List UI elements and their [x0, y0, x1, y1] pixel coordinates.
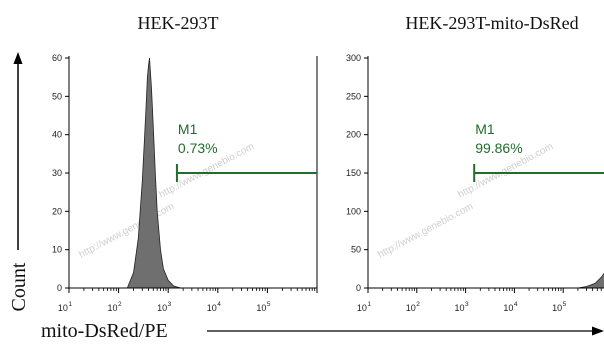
x-tick-exponent: 2: [118, 301, 122, 308]
x-tick-label: 101: [357, 301, 372, 313]
y-axis-arrow-head: [13, 52, 23, 64]
y-tick-label: 100: [346, 206, 361, 216]
y-tick-label: 20: [52, 206, 62, 216]
y-tick-label: 40: [52, 130, 62, 140]
x-tick-label: 102: [406, 301, 421, 313]
x-tick-exponent: 1: [68, 301, 72, 308]
gate-m1-label: M1: [475, 121, 495, 137]
y-tick-label: 150: [346, 168, 361, 178]
x-tick-exponent: 2: [416, 301, 420, 308]
panel-2: http://www.genebio.comhttp://www.genebio…: [346, 53, 604, 313]
x-tick-label: 103: [455, 301, 470, 313]
x-tick-exponent: 5: [563, 301, 567, 308]
y-axis-label: Count: [8, 262, 30, 311]
y-tick-label: 10: [52, 245, 62, 255]
x-tick-label: 104: [207, 301, 222, 313]
x-tick-label: 104: [503, 301, 518, 313]
x-tick-label: 102: [108, 301, 123, 313]
x-tick-exponent: 3: [465, 301, 469, 308]
x-tick-label: 101: [58, 301, 73, 313]
y-tick-label: 0: [356, 283, 361, 293]
gate-m1-label: M1: [178, 121, 198, 137]
x-tick-exponent: 4: [514, 301, 518, 308]
panel-1: http://www.genebio.comhttp://www.genebio…: [52, 53, 318, 313]
y-tick-label: 250: [346, 91, 361, 101]
y-tick-label: 0: [57, 283, 62, 293]
x-tick-label: 105: [256, 301, 271, 313]
x-tick-exponent: 1: [367, 301, 371, 308]
x-tick-label: 103: [157, 301, 172, 313]
x-tick-exponent: 4: [217, 301, 221, 308]
y-tick-label: 50: [351, 245, 361, 255]
y-tick-label: 200: [346, 130, 361, 140]
panel-1-title: HEK-293T: [138, 13, 219, 33]
histogram-area: [577, 272, 604, 289]
gate-m1-percentage: 0.73%: [178, 140, 218, 156]
y-tick-label: 300: [346, 53, 361, 63]
watermark-text: http://www.genebio.com: [376, 201, 475, 261]
x-tick-exponent: 5: [267, 301, 271, 308]
x-axis-label: mito-DsRed/PE: [41, 320, 168, 342]
watermark-text: http://www.genebio.com: [77, 201, 176, 261]
histogram-area: [126, 57, 182, 289]
y-tick-label: 50: [52, 91, 62, 101]
gate-m1-percentage: 99.86%: [475, 140, 522, 156]
y-tick-label: 60: [52, 53, 62, 63]
x-axis-arrow-head: [592, 326, 604, 336]
y-tick-label: 30: [52, 168, 62, 178]
x-tick-label: 105: [552, 301, 567, 313]
x-tick-exponent: 3: [168, 301, 172, 308]
panel-2-title: HEK-293T-mito-DsRed: [405, 13, 578, 33]
